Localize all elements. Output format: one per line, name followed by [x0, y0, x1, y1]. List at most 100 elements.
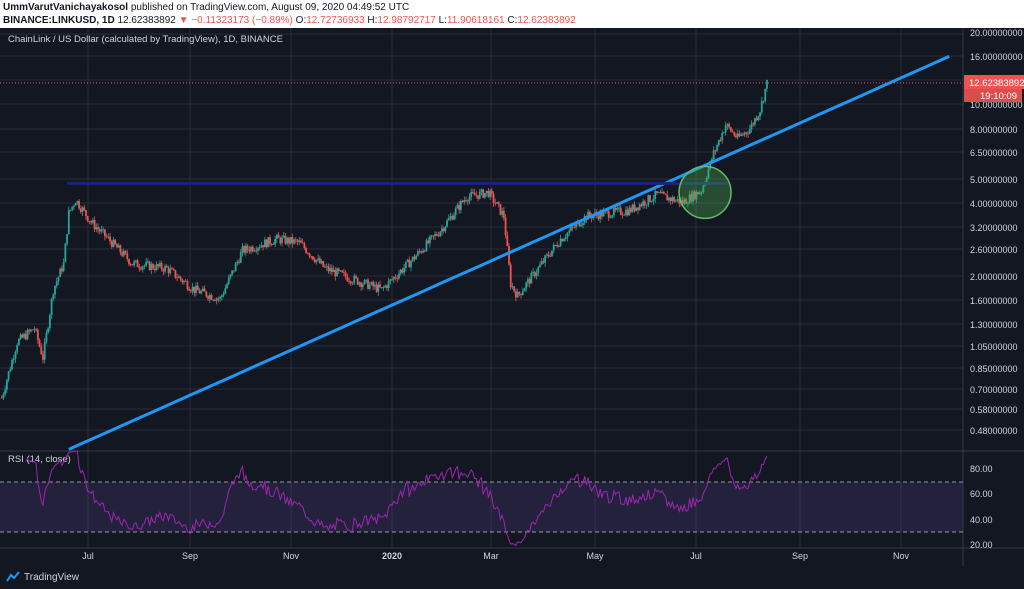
author-name[interactable]: UmmVarutVanichayakosol [3, 2, 129, 13]
candle-body [208, 294, 211, 299]
candle-body [40, 346, 43, 355]
candle-body [427, 240, 430, 244]
candle-body [747, 133, 749, 135]
candle-body [126, 253, 129, 260]
candle-body [131, 264, 134, 266]
candle-body [377, 284, 380, 292]
candle-body [358, 282, 361, 285]
price-tick-label: 1.30000000 [970, 320, 1018, 330]
candle-body [227, 277, 230, 285]
candle-body [504, 217, 507, 236]
candle-body [654, 191, 657, 199]
candle-body [224, 288, 227, 294]
candle-body [95, 227, 98, 230]
symbol-label: BINANCE:LINKUSD, 1D [3, 15, 115, 26]
candle-body [291, 237, 294, 244]
candle-body [138, 267, 141, 269]
candle-body [207, 296, 209, 299]
candle-body [473, 192, 476, 196]
candle-body [633, 204, 636, 211]
candle-body [762, 100, 765, 102]
candle-body [539, 264, 541, 268]
candle-body [205, 291, 208, 297]
price-tick-label: 10.00000000 [970, 100, 1023, 110]
candle-body [97, 227, 99, 230]
candle-body [437, 235, 440, 237]
candle-body [613, 207, 615, 216]
candle-body [128, 259, 130, 265]
candle-body [542, 261, 545, 263]
candle-body [530, 272, 533, 284]
candle-body [2, 394, 5, 398]
candle-body [288, 237, 290, 244]
candle-body [637, 207, 639, 210]
candle-body [453, 215, 455, 220]
candle-body [195, 285, 197, 293]
candle-body [379, 284, 381, 288]
price-axis[interactable]: 20.00000000 16.00000000 10.00000000 8.00… [970, 28, 1023, 436]
candle-body [384, 285, 387, 288]
candle-body [626, 209, 629, 216]
candle-body [717, 140, 720, 146]
candle-body [282, 235, 285, 238]
candle-body [200, 290, 203, 294]
highlight-circle[interactable] [678, 165, 732, 220]
candle-body [656, 191, 658, 193]
candle-body [518, 291, 521, 294]
candle-body [391, 279, 393, 281]
candle-body [100, 229, 103, 232]
candle-body [293, 239, 295, 244]
candle-body [312, 256, 314, 260]
candle-body [587, 211, 590, 220]
candle-body [638, 204, 641, 210]
candle-body [245, 245, 247, 253]
growth-curve[interactable] [68, 55, 950, 451]
candle-body [174, 270, 177, 278]
candle-body [57, 276, 60, 282]
time-axis[interactable]: Jul Sep Nov 2020 Mar May Jul Sep Nov [82, 551, 909, 561]
candle-body [573, 226, 576, 228]
candle-body [215, 298, 218, 301]
candle-body [705, 178, 708, 183]
candle-body [184, 281, 187, 282]
tradingview-logo[interactable]: TradingView [6, 571, 79, 583]
candle-body [533, 271, 536, 277]
candle-body [724, 125, 727, 133]
candle-body [248, 249, 251, 252]
candle-body [750, 123, 753, 130]
candle-body [73, 205, 75, 207]
candle-body [217, 298, 220, 300]
candle-body [551, 250, 553, 257]
plot-background [0, 28, 963, 566]
candle-body [764, 88, 767, 101]
candle-body [614, 207, 617, 210]
candle-body [69, 209, 72, 211]
candle-body [253, 250, 256, 252]
candle-body [315, 259, 318, 263]
candle-body [18, 338, 20, 345]
candle-body [79, 208, 82, 212]
candle-body [145, 261, 148, 266]
candle-body [702, 185, 705, 193]
candle-body [501, 210, 504, 215]
candle-body [439, 231, 442, 237]
candle-body [353, 275, 356, 283]
candle-body [375, 284, 378, 292]
price-tick-label: 2.00000000 [970, 272, 1018, 282]
candle-body [300, 240, 302, 243]
candle-body [110, 241, 113, 247]
low-value: 11.90618161 [446, 15, 505, 26]
candle-body [478, 191, 481, 199]
candle-body [112, 239, 115, 247]
candle-body [664, 193, 667, 195]
low-label: L: [438, 15, 447, 26]
price-change: ▼ −0.11323173 (−0.89%) [178, 15, 293, 26]
candle-body [425, 240, 428, 252]
candle-body [262, 245, 265, 248]
candle-body [343, 272, 345, 274]
candle-body [618, 207, 620, 209]
candle-body [251, 246, 254, 252]
candle-body [635, 207, 638, 211]
candle-body [66, 234, 68, 244]
